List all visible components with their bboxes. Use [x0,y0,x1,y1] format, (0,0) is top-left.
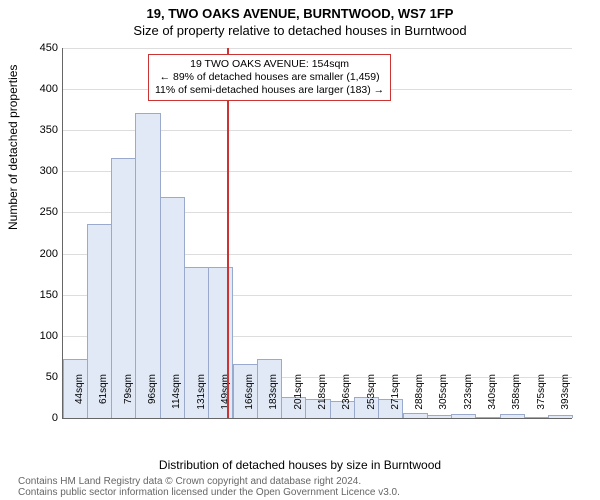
chart-area: 05010015020025030035040045044sqm61sqm79s… [62,48,572,418]
footer-line2: Contains public sector information licen… [18,487,600,498]
y-tick-label: 300 [18,165,58,177]
y-tick-label: 350 [18,124,58,136]
x-tick-label: 131sqm [196,374,207,424]
x-tick-label: 236sqm [341,374,352,424]
footer-credits: Contains HM Land Registry data © Crown c… [0,476,600,498]
x-tick-label: 271sqm [390,374,401,424]
x-tick-label: 166sqm [244,374,255,424]
x-tick-label: 218sqm [317,374,328,424]
x-tick-label: 323sqm [463,374,474,424]
annotation-line1: 19 TWO OAKS AVENUE: 154sqm [155,58,384,71]
chart-container: 19, TWO OAKS AVENUE, BURNTWOOD, WS7 1FP … [0,0,600,500]
x-axis-label: Distribution of detached houses by size … [0,458,600,472]
x-tick-label: 393sqm [560,374,571,424]
annotation-line2: ← 89% of detached houses are smaller (1,… [155,71,384,84]
x-tick-label: 253sqm [366,374,377,424]
x-tick-label: 305sqm [438,374,449,424]
annotation-box: 19 TWO OAKS AVENUE: 154sqm ← 89% of deta… [148,54,391,101]
y-tick-label: 100 [18,330,58,342]
y-tick-label: 250 [18,206,58,218]
title-sub: Size of property relative to detached ho… [0,21,600,38]
axis-bottom [62,418,572,419]
axis-left [62,48,63,418]
x-tick-label: 183sqm [268,374,279,424]
x-tick-label: 375sqm [536,374,547,424]
y-tick-label: 450 [18,42,58,54]
plot-region: 05010015020025030035040045044sqm61sqm79s… [62,48,572,418]
x-tick-label: 114sqm [171,374,182,424]
x-tick-label: 44sqm [74,374,85,424]
y-tick-label: 0 [18,412,58,424]
x-tick-label: 79sqm [123,374,134,424]
x-tick-label: 61sqm [98,374,109,424]
x-tick-label: 288sqm [414,374,425,424]
gridline [62,48,572,49]
title-main: 19, TWO OAKS AVENUE, BURNTWOOD, WS7 1FP [0,0,600,21]
y-tick-label: 200 [18,248,58,260]
y-tick-label: 400 [18,83,58,95]
footer-line1: Contains HM Land Registry data © Crown c… [18,476,600,487]
y-tick-label: 50 [18,371,58,383]
annotation-line3: 11% of semi-detached houses are larger (… [155,84,384,97]
x-tick-label: 96sqm [147,374,158,424]
y-tick-label: 150 [18,289,58,301]
x-tick-label: 358sqm [511,374,522,424]
x-tick-label: 340sqm [487,374,498,424]
reference-line [227,48,229,418]
x-tick-label: 201sqm [293,374,304,424]
histogram-bar [135,113,160,418]
